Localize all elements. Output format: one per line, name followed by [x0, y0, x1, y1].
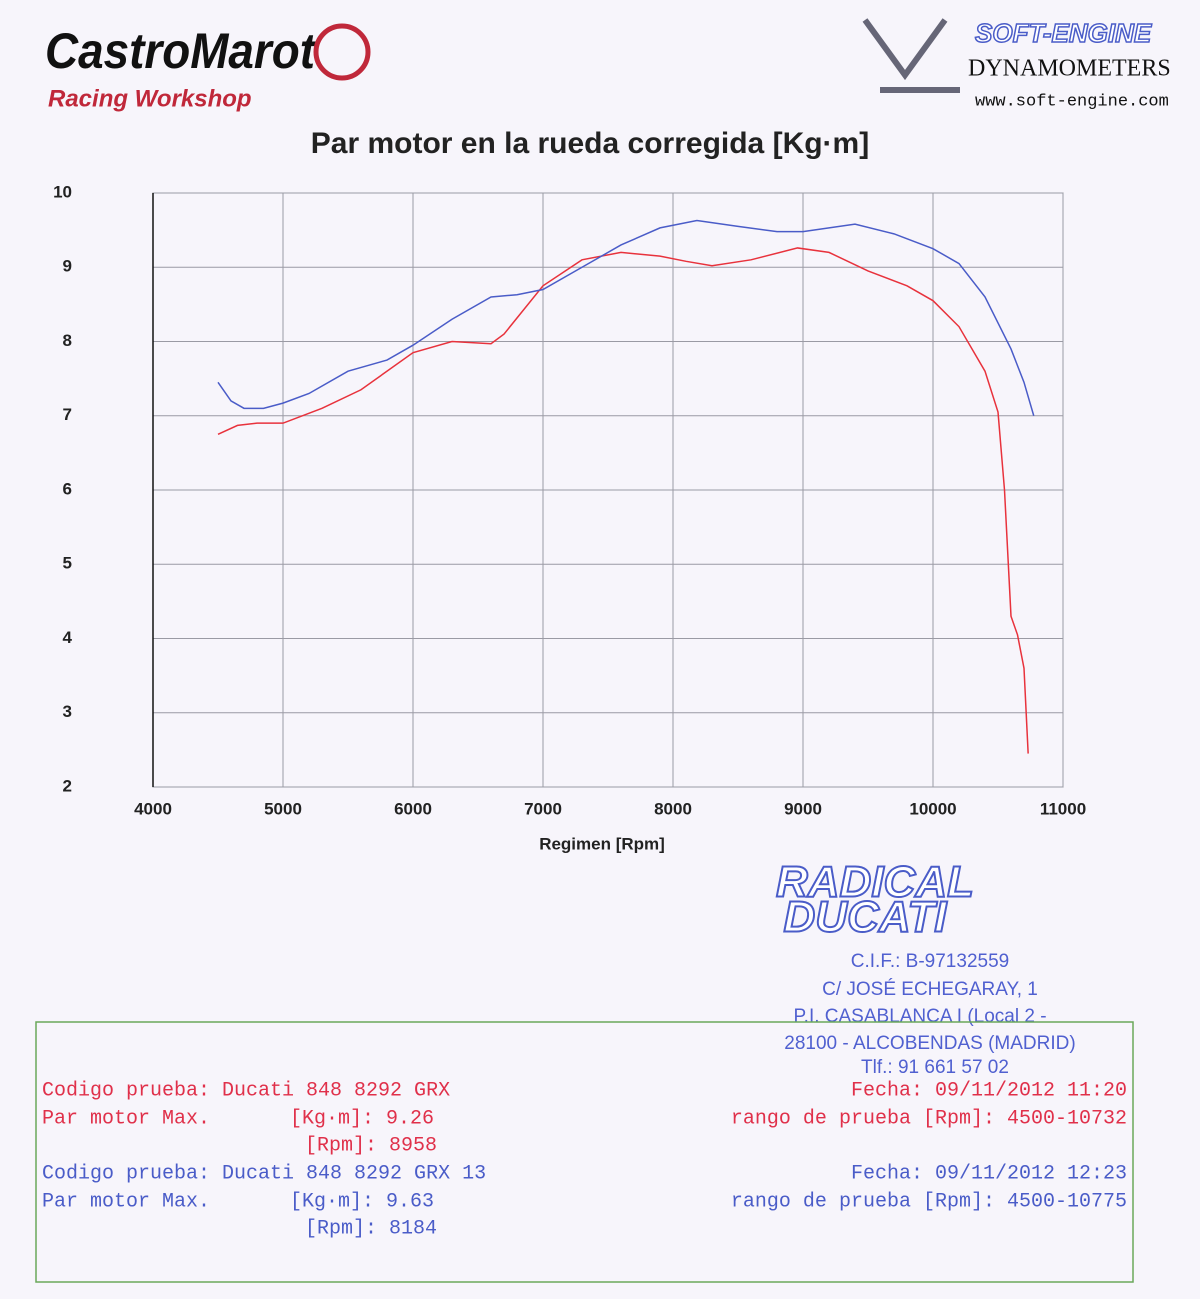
x-tick-label: 6000 — [394, 799, 432, 818]
x-tick-label: 8000 — [654, 799, 692, 818]
info-max-torque: [Kg·m]: 9.63 — [290, 1190, 434, 1213]
y-tick-label: 8 — [63, 331, 72, 350]
y-tick-label: 2 — [63, 776, 72, 795]
x-tick-label: 5000 — [264, 799, 302, 818]
y-tick-label: 7 — [63, 405, 72, 424]
stamp-name: DUCATI — [784, 893, 948, 942]
info-range: rango de prueba [Rpm]: 4500-10732 — [731, 1107, 1127, 1130]
info-code: Codigo prueba: Ducati 848 8292 GRX 13 — [42, 1162, 486, 1185]
info-max-rpm: [Rpm]: 8184 — [305, 1217, 437, 1240]
info-max-rpm: [Rpm]: 8958 — [305, 1134, 437, 1157]
info-max-label: Par motor Max. — [42, 1190, 210, 1213]
stamp-name: RADICAL — [776, 858, 974, 907]
y-tick-label: 3 — [63, 702, 72, 721]
info-date: Fecha: 09/11/2012 12:23 — [851, 1162, 1127, 1185]
series-line — [217, 247, 1029, 754]
y-tick-label: 6 — [63, 479, 72, 498]
stamp-line: 28100 - ALCOBENDAS (MADRID) — [784, 1033, 1075, 1054]
brand-logo — [313, 23, 371, 81]
y-tick-label: 9 — [63, 257, 72, 276]
x-tick-label: 9000 — [784, 799, 822, 818]
info-max-torque: [Kg·m]: 9.26 — [290, 1107, 434, 1130]
dyno-logo — [862, 18, 960, 93]
x-axis-label: Regimen [Rpm] — [539, 834, 665, 853]
dyno-url: www.soft-engine.com — [975, 92, 1169, 111]
stamp-line: Tlf.: 91 661 57 02 — [861, 1057, 1009, 1078]
info-box — [35, 1021, 1134, 1283]
x-tick-label: 7000 — [524, 799, 562, 818]
info-max-label: Par motor Max. — [42, 1107, 210, 1130]
dyno-brand: SOFT-ENGINE — [975, 18, 1152, 48]
stamp-line: P.I. CASABLANCA I (Local 2 - — [793, 1006, 1046, 1027]
brand: CastroMarot — [45, 23, 317, 79]
y-tick-label: 10 — [53, 182, 72, 201]
info-range: rango de prueba [Rpm]: 4500-10775 — [731, 1190, 1127, 1213]
stamp: RADICAL DUCATI C.I.F.: B-97132559 C/ JOS… — [775, 857, 1076, 1078]
stamp-line: C.I.F.: B-97132559 — [851, 951, 1009, 972]
y-tick-label: 5 — [63, 554, 72, 573]
info-run: Codigo prueba: Ducati 848 8292 GRX 13 Fe… — [42, 1162, 1127, 1240]
brand-sub: Racing Workshop — [48, 85, 252, 112]
info-code: Codigo prueba: Ducati 848 8292 GRX — [42, 1079, 450, 1102]
y-tick-label: 4 — [63, 628, 73, 647]
x-tick-label: 10000 — [909, 799, 956, 818]
stamp-line: C/ JOSÉ ECHEGARAY, 1 — [822, 979, 1038, 1000]
dyno-sub: DYNAMOMETERS — [968, 56, 1171, 82]
series-line — [217, 219, 1035, 416]
info-run: Codigo prueba: Ducati 848 8292 GRX Fecha… — [42, 1079, 1127, 1157]
chart-title: Par motor en la rueda corregida [Kg·m] — [311, 127, 869, 160]
info-date: Fecha: 09/11/2012 11:20 — [851, 1079, 1127, 1102]
x-tick-label: 11000 — [1040, 799, 1086, 818]
x-tick-label: 4000 — [134, 799, 172, 818]
